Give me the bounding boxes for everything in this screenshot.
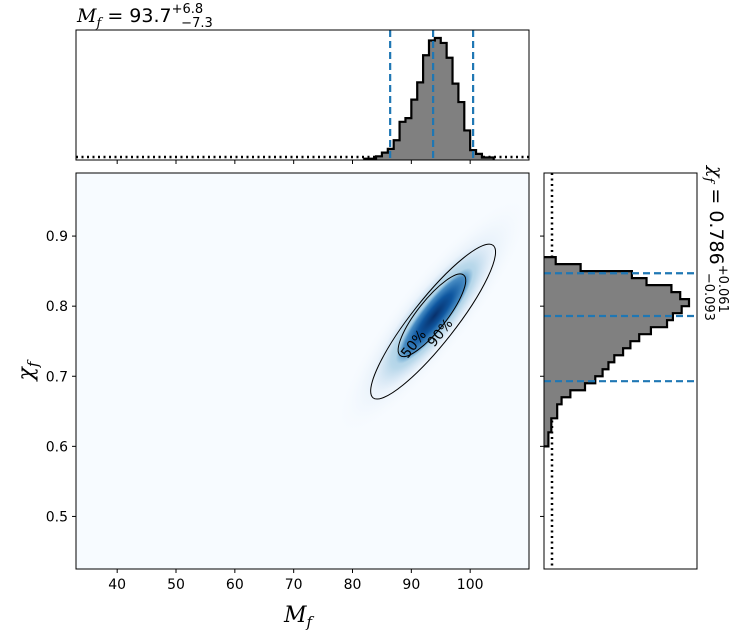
density-core	[395, 267, 474, 364]
top-title: Mf = 93.7+6.8 −7.3	[76, 2, 213, 31]
x-tick-label: 40	[108, 577, 126, 593]
top-marginal-panel: Mf = 93.7+6.8 −7.3	[75, 2, 530, 164]
x-tick-label: 90	[402, 577, 420, 593]
y-tick-label: 0.5	[46, 509, 68, 525]
right-frame	[543, 172, 698, 570]
joint-frame	[75, 172, 530, 570]
x-tick-label: 60	[226, 577, 244, 593]
joint-panel: 50%90% 40 50 60 70 80 90 100 0.50.60.70.80.9 M…	[14, 172, 530, 631]
x-tick-label: 80	[344, 577, 362, 593]
contour-50pct	[397, 273, 467, 358]
right-histogram	[544, 256, 691, 448]
y-tick-label: 0.7	[46, 369, 68, 385]
y-axis-label: χf	[14, 359, 42, 382]
x-axis-label: Mf	[283, 603, 315, 631]
x-tick-label: 70	[285, 577, 303, 593]
joint-x-ticks: 40 50 60 70 80 90 100	[108, 569, 484, 593]
credible-contours	[370, 243, 497, 400]
top-x-ticks	[116, 160, 471, 164]
right-y-ticks	[540, 235, 544, 517]
x-tick-label: 50	[167, 577, 185, 593]
right-marginal-panel: χf = 0.786+0.061−0.093	[540, 164, 730, 570]
y-tick-label: 0.9	[46, 229, 68, 245]
x-tick-label: 100	[457, 577, 484, 593]
joint-y-ticks: 0.5 0.6 0.7 0.8 0.9	[46, 229, 76, 525]
contour-90pct	[370, 243, 497, 400]
top-histogram	[363, 36, 495, 160]
density-heatmap	[335, 196, 529, 436]
right-title: χf = 0.786+0.061−0.093	[701, 164, 730, 321]
y-tick-label: 0.8	[46, 299, 68, 315]
right-quantile-lines	[544, 272, 697, 383]
y-tick-label: 0.6	[46, 439, 68, 455]
top-frame	[75, 29, 530, 161]
